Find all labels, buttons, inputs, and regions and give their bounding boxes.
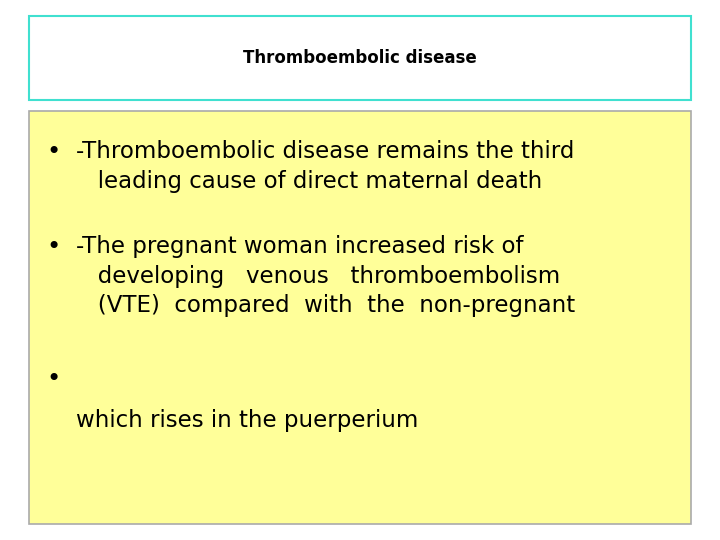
FancyBboxPatch shape — [29, 111, 691, 524]
Text: which rises in the puerperium: which rises in the puerperium — [76, 409, 418, 433]
FancyBboxPatch shape — [29, 16, 691, 100]
Text: •: • — [47, 235, 61, 259]
Text: •: • — [47, 367, 61, 391]
Text: -The pregnant woman increased risk of
   developing   venous   thromboembolism
 : -The pregnant woman increased risk of de… — [76, 235, 575, 317]
Text: -Thromboembolic disease remains the third
   leading cause of direct maternal de: -Thromboembolic disease remains the thir… — [76, 140, 574, 193]
Text: •: • — [47, 140, 61, 164]
Text: Thromboembolic disease: Thromboembolic disease — [243, 49, 477, 67]
